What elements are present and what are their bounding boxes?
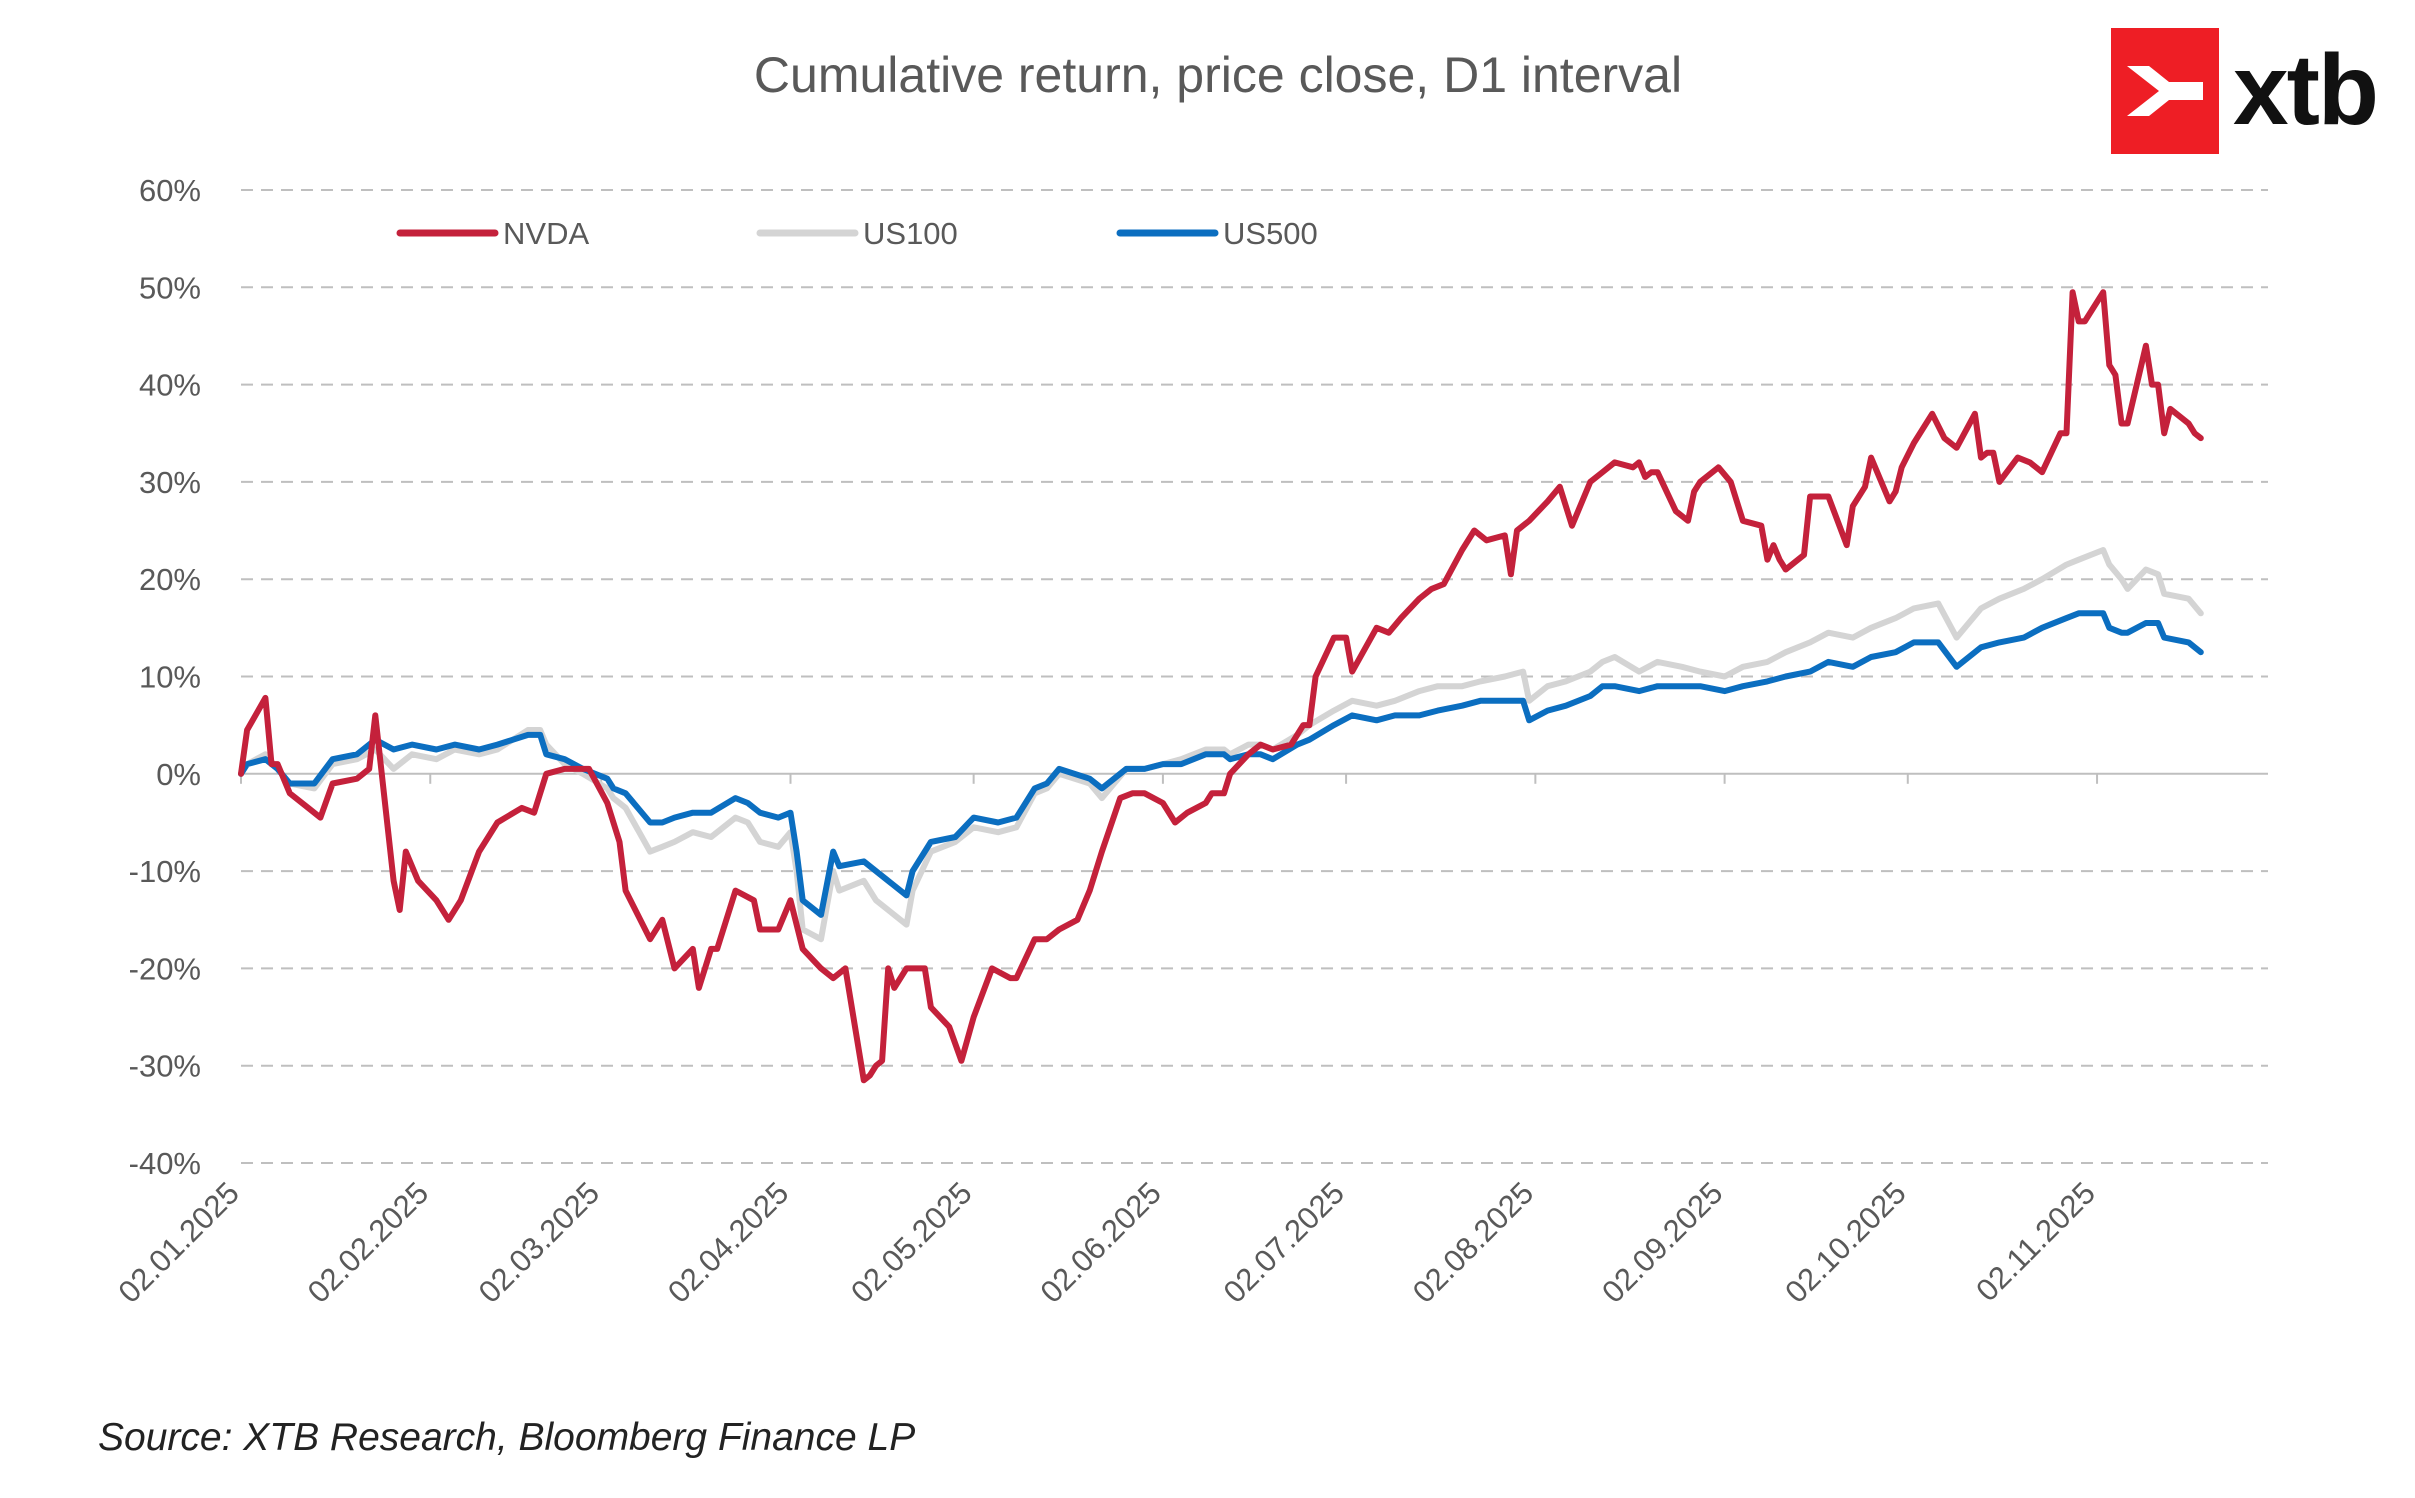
legend-label-us100: US100 xyxy=(863,216,958,251)
y-tick-label: -20% xyxy=(129,951,201,986)
y-tick-label: 40% xyxy=(139,368,201,403)
x-tick-label: 02.11.2025 xyxy=(1969,1175,2102,1308)
y-axis-ticks: -40% -30% -20% -10% 0% 10% 20% 30% 40% 50% 60% xyxy=(129,173,201,1181)
x-tick-label: 02.01.2025 xyxy=(111,1175,245,1309)
y-tick-label: -40% xyxy=(129,1146,201,1181)
y-tick-label: -30% xyxy=(129,1049,201,1084)
x-tick-label: 02.07.2025 xyxy=(1217,1175,1351,1309)
grid-lines xyxy=(241,189,2268,1164)
chart-title: Cumulative return, price close, D1 inter… xyxy=(754,47,1682,103)
x-tick-label: 02.04.2025 xyxy=(661,1175,795,1309)
series-lines xyxy=(238,289,2204,1084)
x-tick-label: 02.09.2025 xyxy=(1595,1175,1729,1309)
x-tick-label: 02.08.2025 xyxy=(1406,1175,1540,1309)
x-tick-label: 02.02.2025 xyxy=(301,1175,435,1309)
x-tick-label: 02.05.2025 xyxy=(844,1175,978,1309)
legend: NVDA US100 US500 xyxy=(396,216,1318,251)
y-tick-label: -10% xyxy=(129,854,201,889)
y-tick-label: 20% xyxy=(139,562,201,597)
xtb-logo: xtb xyxy=(2111,28,2393,154)
series-line-us100 xyxy=(238,547,2204,943)
x-tick-label: 02.10.2025 xyxy=(1778,1175,1912,1309)
legend-label-us500: US500 xyxy=(1223,216,1318,251)
x-tick-label: 02.03.2025 xyxy=(472,1175,606,1309)
y-tick-label: 60% xyxy=(139,173,201,208)
x-tick-label: 02.06.2025 xyxy=(1033,1175,1167,1309)
y-tick-label: 30% xyxy=(139,465,201,500)
y-tick-label: 0% xyxy=(156,757,201,792)
xtb-logo-text: xtb xyxy=(2233,34,2379,146)
source-note: Source: XTB Research, Bloomberg Finance … xyxy=(98,1416,916,1459)
series-line-nvda xyxy=(238,289,2204,1084)
y-tick-label: 50% xyxy=(139,270,201,305)
legend-label-nvda: NVDA xyxy=(503,216,589,251)
y-tick-label: 10% xyxy=(139,660,201,695)
series-line-us500 xyxy=(238,610,2204,918)
xtb-logo-mark xyxy=(2111,28,2219,154)
